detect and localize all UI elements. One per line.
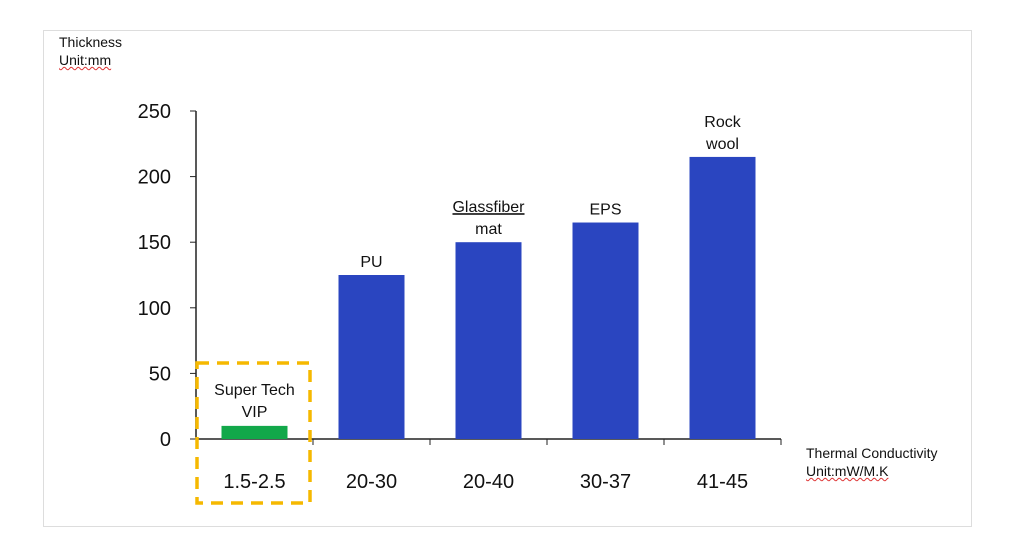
x-axis-title: Thermal Conductivity Unit:mW/M.K — [806, 444, 938, 480]
y-tick-label: 150 — [138, 232, 171, 254]
bar-30-37 — [572, 222, 639, 439]
y-tick-label: 250 — [138, 101, 171, 123]
y-tick-label: 0 — [160, 429, 171, 451]
bar-label: wool — [705, 136, 739, 153]
y-axis-title: Thickness Unit:mm — [59, 34, 123, 68]
bar-20-30 — [338, 275, 405, 439]
x-tick-label: 20-30 — [346, 471, 397, 493]
bar-label: VIP — [242, 404, 268, 421]
x-tick-label: 20-40 — [463, 471, 514, 493]
bar-label: EPS — [589, 202, 621, 219]
y-tick-label: 200 — [138, 167, 171, 189]
bar-label: Rock — [704, 114, 741, 131]
bar-1.5-2.5 — [221, 425, 288, 439]
bar-41-45 — [689, 156, 756, 440]
bar-label: mat — [475, 221, 502, 238]
y-tick-label: 100 — [138, 298, 171, 320]
chart-frame — [43, 30, 972, 527]
y-tick-label: 50 — [149, 363, 171, 385]
bar-20-40 — [455, 242, 522, 439]
bar-label: PU — [360, 254, 382, 271]
highlight-box — [195, 361, 312, 505]
x-tick-label: 1.5-2.5 — [223, 471, 285, 493]
bar-label: Super Tech — [214, 382, 295, 399]
bar-label: Glassfiber — [452, 199, 525, 216]
x-tick-label: 30-37 — [580, 471, 631, 493]
x-tick-label: 41-45 — [697, 471, 748, 493]
